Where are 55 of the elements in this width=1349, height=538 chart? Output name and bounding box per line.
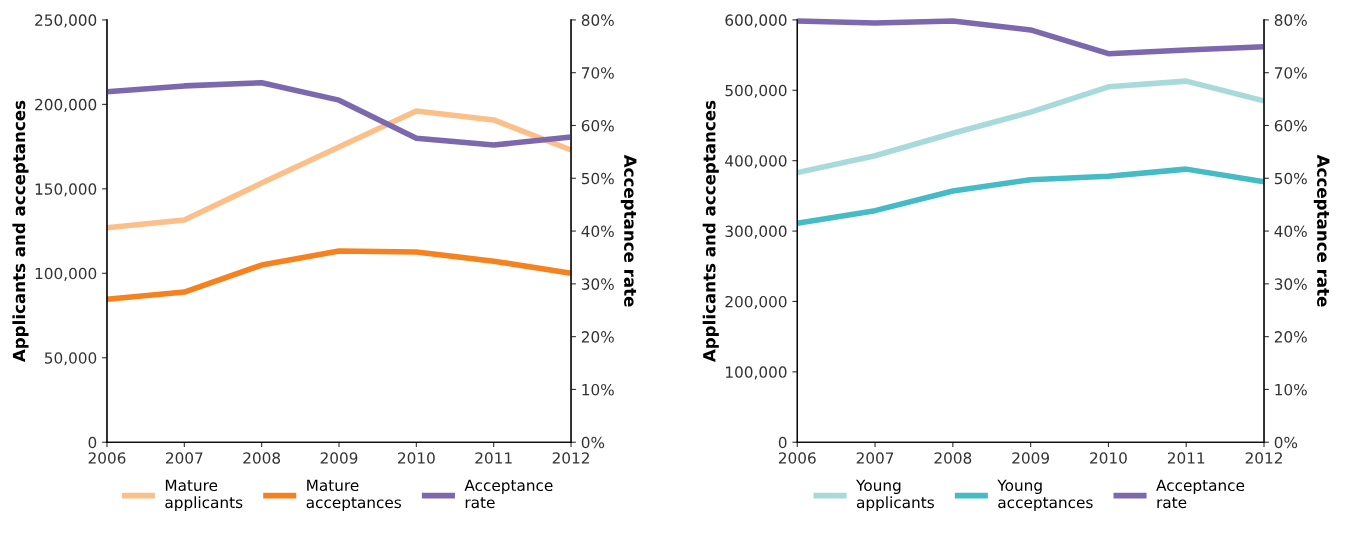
- y2-tick-label: 10%: [582, 383, 614, 396]
- y-tick-label: 200,000: [35, 98, 97, 112]
- y2-tick-label: 0%: [581, 436, 605, 449]
- x-tick-label: 2008: [934, 452, 972, 464]
- y2-axis-title: Acceptance rate: [1313, 154, 1330, 307]
- x-tick-label: 2006: [88, 452, 126, 464]
- y-tick-label: 200,000: [725, 295, 787, 310]
- y2-tick-label: 40%: [1274, 225, 1307, 238]
- y2-tick-label: 60%: [581, 119, 614, 132]
- y-tick-label: 250,000: [35, 14, 97, 28]
- x-tick-label: 2010: [398, 452, 435, 464]
- y-tick-label: 400,000: [725, 155, 787, 169]
- y-tick-label: 500,000: [725, 84, 787, 98]
- legend-label: Mature applicants: [165, 479, 243, 512]
- x-tick-label: 2012: [1245, 452, 1282, 464]
- y2-tick-label: 60%: [1274, 119, 1307, 132]
- x-tick-label: 2008: [243, 452, 281, 464]
- x-tick-label: 2012: [552, 452, 589, 464]
- y-tick-label: 100,000: [726, 366, 787, 380]
- legend-label: Acceptance rate: [464, 479, 553, 509]
- y2-tick-label: 70%: [582, 67, 614, 79]
- x-tick-label: 2010: [1090, 452, 1127, 464]
- y2-tick-label: 30%: [581, 278, 614, 290]
- y-tick-label: 300,000: [725, 225, 787, 239]
- y2-tick-label: 20%: [581, 331, 614, 343]
- y2-tick-label: 40%: [581, 225, 614, 238]
- y-tick-label: 100,000: [35, 267, 97, 281]
- y2-tick-label: 80%: [1274, 14, 1307, 26]
- y2-tick-label: 70%: [1274, 67, 1307, 79]
- x-tick-label: 2007: [166, 452, 203, 464]
- x-tick-label: 2011: [475, 452, 512, 464]
- y2-tick-label: 50%: [581, 172, 614, 185]
- y2-tick-label: 10%: [1275, 383, 1307, 396]
- y2-tick-label: 30%: [1274, 278, 1307, 290]
- y2-tick-label: 50%: [1274, 172, 1307, 185]
- y2-tick-label: 0%: [1274, 436, 1298, 449]
- y-tick-label: 50,000: [44, 352, 97, 366]
- y2-tick-label: 80%: [581, 14, 614, 26]
- x-tick-label: 2006: [778, 452, 816, 464]
- legend-label: Young acceptances: [997, 479, 1093, 512]
- y-tick-label: 0: [88, 436, 97, 449]
- x-tick-label: 2009: [1012, 452, 1049, 464]
- y-axis-title: Applicants and acceptances: [702, 100, 719, 363]
- x-tick-label: 2011: [1167, 452, 1205, 464]
- y2-axis-title: Acceptance rate: [620, 154, 637, 307]
- y-axis-title: Applicants and acceptances: [12, 100, 29, 363]
- y-tick-label: 600,000: [725, 14, 787, 28]
- legend-label: Acceptance rate: [1156, 479, 1245, 509]
- y-tick-label: 150,000: [35, 183, 97, 197]
- x-tick-label: 2009: [320, 452, 358, 464]
- legend-label: Young applicants: [856, 479, 934, 512]
- legend-label: Mature acceptances: [306, 479, 402, 512]
- y-tick-label: 0: [778, 436, 787, 449]
- x-tick-label: 2007: [856, 452, 894, 464]
- y2-tick-label: 20%: [1274, 331, 1307, 343]
